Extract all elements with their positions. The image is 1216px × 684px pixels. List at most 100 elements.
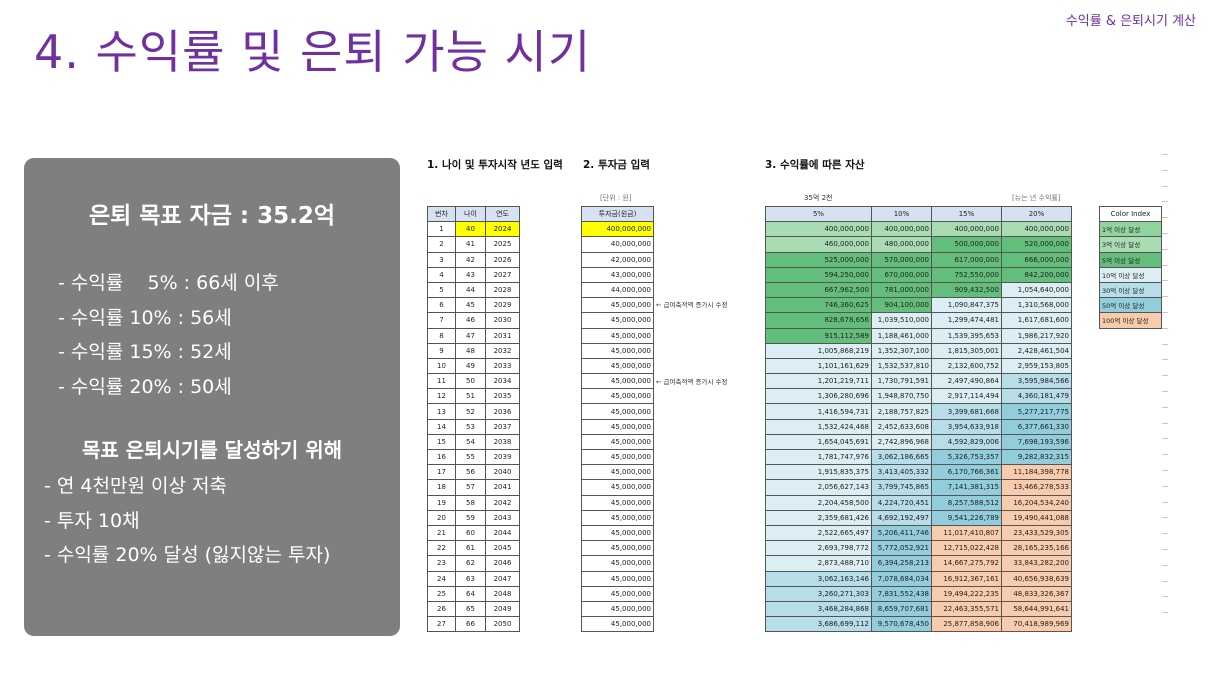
invest-cell: 45,000,000	[581, 585, 654, 602]
asset-cell: 70,418,989,969	[1001, 616, 1072, 633]
table-cell: 2028	[485, 281, 520, 299]
asset-cell: 1,005,868,219	[765, 342, 872, 359]
asset-cell: 23,433,529,305	[1001, 524, 1072, 542]
legend-item: 5억 이상 달성	[1099, 251, 1162, 268]
table-cell: 20	[427, 509, 456, 526]
table-row: 3,062,163,146 7,078,684,034 16,912,367,161…	[765, 570, 1072, 587]
asset-cell: 480,000,000	[871, 236, 932, 253]
edge-dash	[1162, 296, 1168, 298]
asset-cell: 6,394,258,213	[871, 555, 932, 572]
legend-row: 30억 이상 달성	[1099, 281, 1162, 299]
yield-note: [뉴는 년 수익률]	[1012, 194, 1061, 202]
table-row: 2,359,681,426 4,692,192,497 9,541,226,789 1…	[765, 509, 1072, 526]
table-row: 45,000,000	[581, 373, 654, 390]
table-cell: 47	[455, 327, 486, 344]
rate-item: - 수익률 10% : 56세	[58, 306, 232, 329]
table-cell: 7	[427, 312, 456, 329]
table-row: 2,873,488,710 6,394,258,213 14,667,275,792…	[765, 555, 1072, 572]
table-cell: 2048	[485, 585, 520, 602]
legend-item: 100억 이상 달성	[1099, 312, 1162, 329]
table-row: 3,260,271,303 7,831,552,438 19,494,222,235…	[765, 585, 1072, 602]
summary-panel: 은퇴 목표 자금 : 35.2억 - 수익률 5% : 66세 이후 - 수익률…	[24, 158, 400, 636]
table-row: 1,915,835,375 3,413,405,332 6,170,766,361 1…	[765, 464, 1072, 481]
table-row: 23 62 2046	[427, 555, 520, 572]
tip-item: - 수익률 20% 달성 (잃지않는 투자)	[44, 544, 331, 566]
asset-cell: 2,359,681,426	[765, 509, 872, 526]
invest-table: 투자금(원금) 400,000,000 40,000,000 42,000,000 4…	[581, 205, 654, 633]
asset-cell: 670,000,000	[871, 266, 932, 283]
asset-cell: 400,000,000	[765, 221, 872, 238]
invest-cell: 45,000,000	[581, 509, 654, 526]
asset-cell: 1,352,307,100	[871, 342, 932, 359]
header-cell: 번차	[427, 205, 456, 223]
table-row: 42,000,000	[581, 251, 654, 268]
asset-cell: 2,132,600,752	[931, 357, 1002, 375]
asset-cell: 2,742,896,968	[871, 433, 932, 451]
asset-cell: 460,000,000	[765, 236, 872, 253]
assets-section-title: 3. 수익률에 따른 자산	[765, 159, 865, 171]
table-row: 1,101,161,629 1,532,537,810 2,132,600,752 2…	[765, 357, 1072, 375]
table-row: 2,522,665,497 5,206,411,746 11,017,410,807…	[765, 524, 1072, 542]
table-row: 1,416,594,731 2,188,757,825 3,399,681,668 5…	[765, 403, 1072, 420]
table-cell: 42	[455, 251, 486, 268]
table-cell: 18	[427, 479, 456, 496]
asset-cell: 8,257,588,512	[931, 494, 1002, 511]
asset-cell: 3,595,984,566	[1001, 373, 1072, 390]
invest-cell: 40,000,000	[581, 236, 654, 253]
table-cell: 44	[455, 281, 486, 299]
asset-cell: 7,078,684,034	[871, 570, 932, 587]
asset-cell: 22,463,355,571	[931, 600, 1002, 618]
asset-cell: 570,000,000	[871, 251, 932, 268]
table-cell: 2030	[485, 312, 520, 329]
asset-cell: 2,917,114,494	[931, 388, 1002, 405]
asset-cell: 2,522,665,497	[765, 524, 872, 542]
table-cell: 10	[427, 357, 456, 375]
edge-dash	[1162, 233, 1168, 234]
table-row: 44,000,000	[581, 281, 654, 299]
table-row: 45,000,000	[581, 540, 654, 557]
asset-cell: 1,054,640,000	[1001, 281, 1072, 299]
table-row: 1,781,747,976 3,062,186,665 5,326,753,357 9…	[765, 448, 1072, 466]
edge-dash	[1162, 580, 1168, 582]
asset-cell: 19,490,441,088	[1001, 509, 1072, 526]
table-cell: 53	[455, 418, 486, 435]
tip-item: - 연 4천만원 이상 저축	[44, 475, 227, 497]
table-cell: 2047	[485, 570, 520, 587]
invest-cell: 45,000,000	[581, 433, 654, 451]
asset-cell: 5,772,052,921	[871, 540, 932, 557]
table-row: 16 55 2039	[427, 448, 520, 466]
asset-cell: 2,428,461,504	[1001, 342, 1072, 359]
asset-cell: 25,877,858,906	[931, 616, 1002, 633]
asset-cell: 28,165,235,166	[1001, 540, 1072, 557]
table-cell: 2036	[485, 403, 520, 420]
table-cell: 24	[427, 570, 456, 587]
asset-cell: 2,873,488,710	[765, 555, 872, 572]
asset-cell: 781,000,000	[871, 281, 932, 299]
asset-cell: 2,959,153,805	[1001, 357, 1072, 375]
table-row: 2 41 2025	[427, 236, 520, 253]
header-cell: 10%	[871, 205, 932, 223]
table-row: 25 64 2048	[427, 585, 520, 602]
table-cell: 12	[427, 388, 456, 405]
table-row: 667,962,500 781,000,000 909,432,500 1,054,6…	[765, 281, 1072, 299]
table-row: 3 42 2026	[427, 251, 520, 268]
table-cell: 64	[455, 585, 486, 602]
invest-cell: 45,000,000	[581, 327, 654, 344]
asset-cell: 12,715,022,428	[931, 540, 1002, 557]
asset-cell: 7,698,193,596	[1001, 433, 1072, 451]
table-row: 2,204,458,500 4,224,720,451 8,257,588,512 1…	[765, 494, 1072, 511]
corner-label: 수익률 & 은퇴시기 계산	[1065, 14, 1196, 29]
asset-cell: 2,204,458,500	[765, 494, 872, 511]
asset-cell: 3,799,745,865	[871, 479, 932, 496]
edge-dash	[1162, 485, 1168, 487]
table-row: 6 45 2029	[427, 297, 520, 314]
legend-row: 5억 이상 달성	[1099, 251, 1162, 268]
table-row: 7 46 2030	[427, 312, 520, 329]
edge-dash	[1162, 470, 1168, 471]
asset-cell: 1,948,870,750	[871, 388, 932, 405]
table-cell: 2043	[485, 509, 520, 526]
asset-cell: 594,250,000	[765, 266, 872, 283]
table-cell: 2024	[485, 221, 520, 238]
asset-cell: 1,915,835,375	[765, 464, 872, 481]
table-cell: 22	[427, 540, 456, 557]
